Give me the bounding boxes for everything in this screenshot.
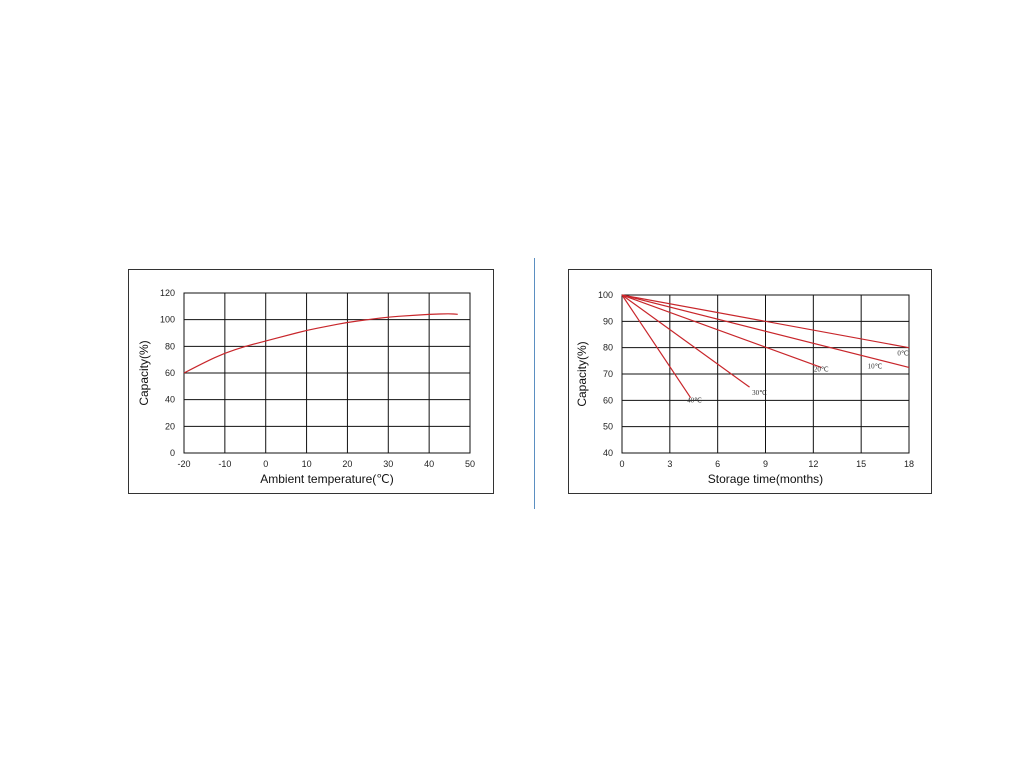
x-tick-label: 10 bbox=[302, 459, 312, 469]
x-tick-label: 20 bbox=[342, 459, 352, 469]
temperature-chart-svg: -20 -10 0 10 20 30 40 50 0 20 40 60 80 100 120 Ambient … bbox=[137, 288, 475, 486]
series-label: 20℃ bbox=[814, 365, 829, 373]
y-tick-label: 80 bbox=[603, 343, 613, 353]
plot-area-frame bbox=[621, 294, 910, 454]
x-tick-label: 30 bbox=[383, 459, 393, 469]
y-tick-label: 40 bbox=[165, 395, 175, 405]
series-label: 0℃ bbox=[897, 350, 909, 358]
x-tick-label: 50 bbox=[465, 459, 475, 469]
y-axis-title: Capacity(%) bbox=[575, 341, 589, 406]
x-tick-label: 9 bbox=[763, 459, 768, 469]
series-line-1 bbox=[621, 294, 910, 368]
x-tick-label: 3 bbox=[667, 459, 672, 469]
y-tick-label: 120 bbox=[160, 288, 175, 298]
x-tick-label: -10 bbox=[218, 459, 231, 469]
x-tick-label: 0 bbox=[619, 459, 624, 469]
y-axis-title: Capacity(%) bbox=[137, 340, 151, 405]
series-label: 40℃ bbox=[687, 397, 702, 405]
y-tick-label: 80 bbox=[165, 341, 175, 351]
y-tick-label: 0 bbox=[170, 448, 175, 458]
y-tick-label: 70 bbox=[603, 369, 613, 379]
x-axis-title: Storage time(months) bbox=[708, 472, 823, 486]
series-label: 30℃ bbox=[752, 389, 767, 397]
series-label: 10℃ bbox=[868, 362, 883, 370]
x-tick-label: 12 bbox=[808, 459, 818, 469]
x-tick-label: 15 bbox=[856, 459, 866, 469]
series-line-4 bbox=[621, 294, 692, 399]
y-tick-label: 60 bbox=[603, 395, 613, 405]
x-tick-label: 40 bbox=[424, 459, 434, 469]
series-line-3 bbox=[621, 294, 750, 388]
x-tick-label: 18 bbox=[904, 459, 914, 469]
y-tick-label: 90 bbox=[603, 316, 613, 326]
y-tick-label: 50 bbox=[603, 422, 613, 432]
y-tick-label: 40 bbox=[603, 448, 613, 458]
storage-chart-svg: 0 3 6 9 12 15 18 40 50 60 70 80 90 100 Storage time(mo… bbox=[575, 290, 914, 486]
y-tick-label: 100 bbox=[598, 290, 613, 300]
series-line-0 bbox=[621, 294, 910, 349]
capacity-vs-storage-time-chart: 0 3 6 9 12 15 18 40 50 60 70 80 90 100 Storage time(mo… bbox=[568, 269, 932, 494]
capacity-curve bbox=[183, 313, 458, 374]
y-tick-label: 20 bbox=[165, 421, 175, 431]
capacity-vs-temperature-chart: -20 -10 0 10 20 30 40 50 0 20 40 60 80 100 120 Ambient … bbox=[128, 269, 494, 494]
x-tick-label: -20 bbox=[177, 459, 190, 469]
divider-line bbox=[534, 258, 535, 509]
x-tick-label: 0 bbox=[263, 459, 268, 469]
y-tick-label: 100 bbox=[160, 315, 175, 325]
x-axis-title: Ambient temperature(℃) bbox=[260, 472, 394, 486]
x-tick-label: 6 bbox=[715, 459, 720, 469]
y-tick-label: 60 bbox=[165, 368, 175, 378]
series-line-2 bbox=[621, 294, 822, 368]
